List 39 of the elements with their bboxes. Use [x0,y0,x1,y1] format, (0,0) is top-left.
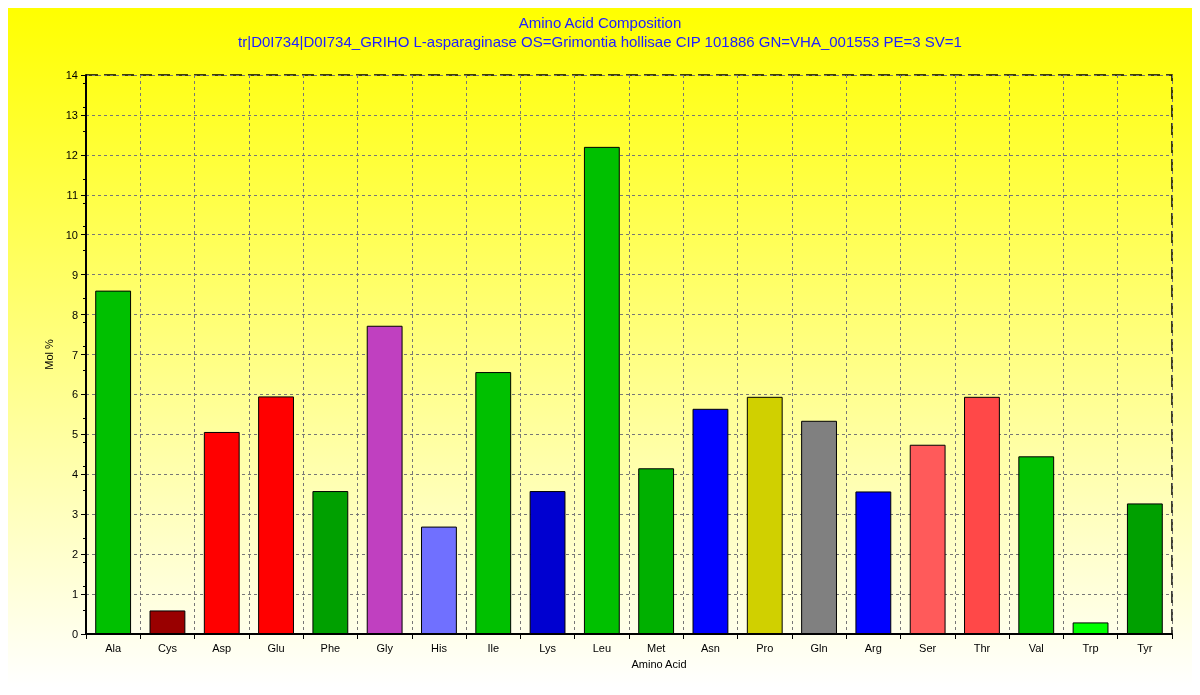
y-tick-label: 3 [71,508,78,521]
y-tick-label: 13 [65,108,78,121]
x-axis-title: Amino Acid [631,657,687,670]
x-tick-label: Lys [539,641,557,654]
x-tick-label: Asn [700,641,720,654]
x-tick-label: Pro [756,641,774,654]
y-tick-label: 6 [71,388,78,401]
y-tick-label: 2 [71,548,78,561]
y-tick-label: 12 [65,148,78,161]
y-tick-label: 5 [71,428,78,441]
y-tick-label: 14 [65,69,78,81]
x-tick-label: Trp [1082,641,1099,654]
x-tick-label: His [431,641,448,654]
x-tick-label: Gly [376,641,394,654]
y-tick-label: 1 [71,588,78,601]
x-tick-label: Leu [592,641,612,654]
chart-subtitle: tr|D0I734|D0I734_GRIHO L-asparaginase OS=Grimontia hollisae CIP 101886 GN=VHA_001553 PE=3 SV=1 [238,33,962,50]
y-tick-label: 10 [65,228,78,241]
x-tick-label: Cys [157,641,178,654]
x-tick-label: Ser [919,641,937,654]
y-tick-label: 9 [71,268,78,281]
x-tick-label: Ile [487,641,500,654]
x-tick-label: Gln [810,641,828,654]
y-axis-title: Mol % [43,339,56,370]
y-tick-label: 11 [66,188,78,201]
x-tick-label: Ala [105,641,122,654]
x-tick-label: Asp [212,641,232,654]
y-tick-label: 8 [71,308,78,321]
x-tick-label: Arg [864,641,882,654]
x-tick-label: Thr [973,641,991,654]
y-tick-label: 7 [71,348,78,361]
x-tick-label: Val [1028,641,1044,654]
x-tick-label: Tyr [1137,641,1153,654]
x-tick-label: Glu [267,641,285,654]
y-tick-label: 4 [71,468,78,481]
x-tick-label: Met [646,641,666,654]
x-tick-label: Phe [320,641,341,654]
y-tick-label: 0 [71,628,78,640]
chart-title: Amino Acid Composition [518,14,682,31]
